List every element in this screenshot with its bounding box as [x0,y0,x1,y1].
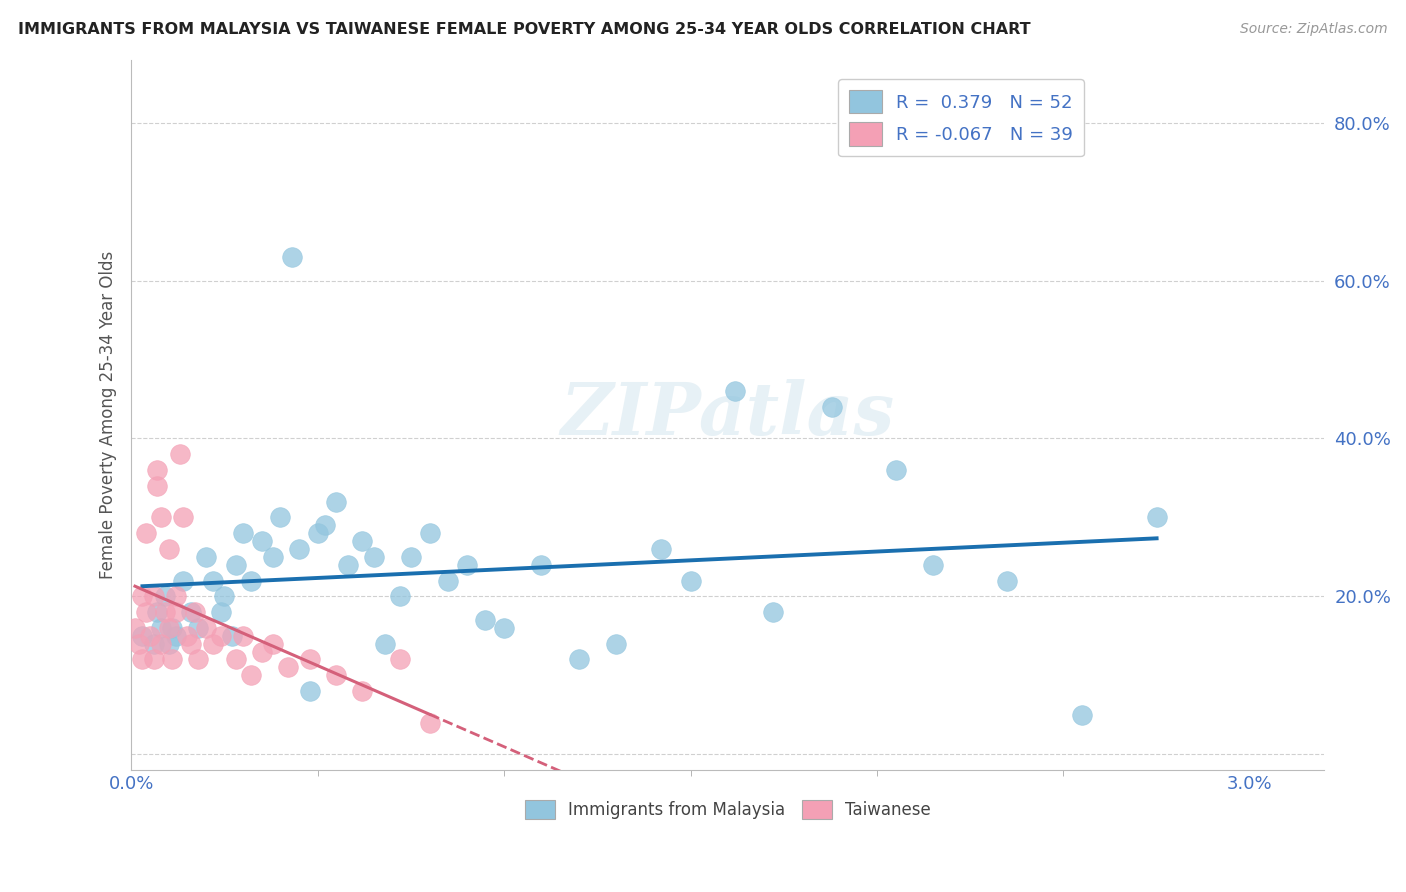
Point [437,574,460,588]
Point [150,510,173,524]
Point [388,652,411,666]
Point [1146,510,1168,524]
Point [124,621,146,635]
Point [299,652,322,666]
Point [146,605,169,619]
Point [288,541,311,556]
Point [162,652,184,666]
Text: ZIPatlas: ZIPatlas [561,379,894,450]
Point [202,637,225,651]
Point [724,384,747,398]
Point [250,534,273,549]
Point [352,684,374,698]
Point [250,644,273,658]
Point [157,621,180,635]
Point [325,668,347,682]
Y-axis label: Female Poverty Among 25-34 Year Olds: Female Poverty Among 25-34 Year Olds [100,251,117,579]
Point [1071,707,1094,722]
Point [194,621,217,635]
Point [176,629,198,643]
Point [363,549,385,564]
Point [262,637,284,651]
Point [314,518,336,533]
Point [650,541,672,556]
Legend: Immigrants from Malaysia, Taiwanese: Immigrants from Malaysia, Taiwanese [517,793,938,826]
Point [131,652,153,666]
Point [325,494,347,508]
Point [180,637,202,651]
Point [679,574,702,588]
Point [419,715,441,730]
Point [146,479,169,493]
Point [262,549,284,564]
Point [761,605,783,619]
Point [239,574,262,588]
Point [456,558,478,572]
Point [225,652,247,666]
Point [131,629,153,643]
Point [307,526,329,541]
Point [232,526,254,541]
Point [142,652,165,666]
Point [135,526,157,541]
Point [374,637,396,651]
Point [214,590,236,604]
Point [180,605,202,619]
Point [419,526,441,541]
Point [280,250,302,264]
Point [187,621,209,635]
Point [997,574,1019,588]
Point [209,605,232,619]
Point [153,590,176,604]
Point [157,637,180,651]
Point [232,629,254,643]
Point [194,549,217,564]
Point [568,652,591,666]
Point [146,463,169,477]
Point [139,629,162,643]
Point [352,534,374,549]
Point [131,590,153,604]
Point [128,637,150,651]
Point [530,558,553,572]
Point [135,605,157,619]
Point [269,510,291,524]
Point [922,558,945,572]
Point [605,637,627,651]
Point [884,463,907,477]
Point [150,621,173,635]
Point [172,510,194,524]
Point [165,605,187,619]
Point [474,613,496,627]
Point [225,558,247,572]
Point [169,447,191,461]
Point [172,574,194,588]
Point [494,621,516,635]
Point [399,549,422,564]
Point [388,590,411,604]
Point [336,558,359,572]
Point [165,629,187,643]
Point [202,574,225,588]
Point [239,668,262,682]
Point [142,637,165,651]
Point [209,629,232,643]
Point [277,660,299,674]
Point [153,605,176,619]
Point [150,637,173,651]
Point [821,400,844,414]
Point [221,629,243,643]
Point [157,541,180,556]
Text: Source: ZipAtlas.com: Source: ZipAtlas.com [1240,22,1388,37]
Text: IMMIGRANTS FROM MALAYSIA VS TAIWANESE FEMALE POVERTY AMONG 25-34 YEAR OLDS CORRE: IMMIGRANTS FROM MALAYSIA VS TAIWANESE FE… [18,22,1031,37]
Point [187,652,209,666]
Point [142,590,165,604]
Point [165,590,187,604]
Point [183,605,205,619]
Point [162,621,184,635]
Point [299,684,322,698]
